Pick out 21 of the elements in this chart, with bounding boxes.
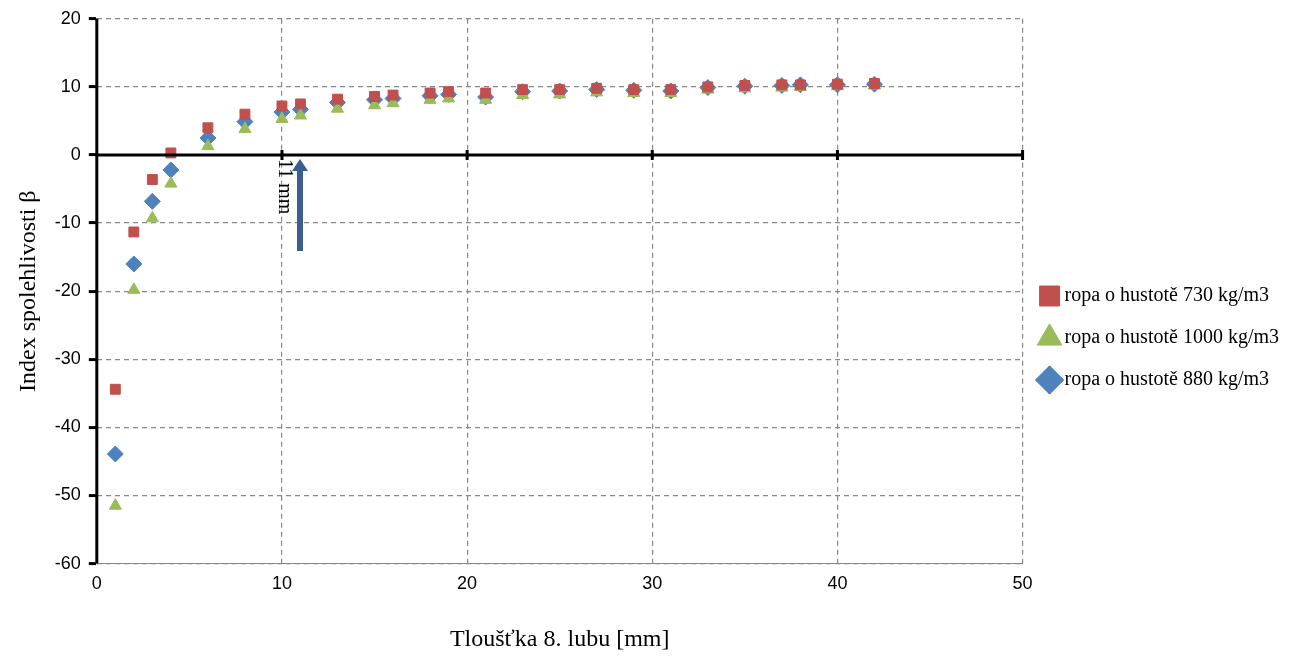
x-tick-label: 20 [457,573,478,594]
y-tick-label: -60 [54,552,81,573]
x-tick-label: 10 [271,573,292,594]
y-tick-label: -20 [54,280,81,301]
y-tick-label: 10 [60,75,81,96]
y-tick-label: -10 [54,212,81,233]
x-tick-label: 50 [1012,573,1033,594]
y-tick-label: 20 [60,7,81,28]
y-tick-label: -30 [54,348,81,369]
x-tick-label: 40 [827,573,848,594]
x-tick-label: 30 [642,573,663,594]
y-tick-label: -50 [54,484,81,505]
annotation: 11 mm [275,159,298,215]
y-axis-title: Index spolehlivosti β [13,190,40,392]
y-tick-label: 0 [70,143,81,164]
legend-label: ropa o hustotě 880 kg/m3 [1064,367,1270,391]
x-tick-label: 0 [91,573,102,594]
legend-label: ropa o hustotě 1000 kg/m3 [1064,325,1280,349]
x-axis-title: Tloušťka 8. lubu [mm] [449,624,670,651]
legend-label: ropa o hustotě 730 kg/m3 [1064,283,1270,307]
y-tick-label: -40 [54,416,81,437]
